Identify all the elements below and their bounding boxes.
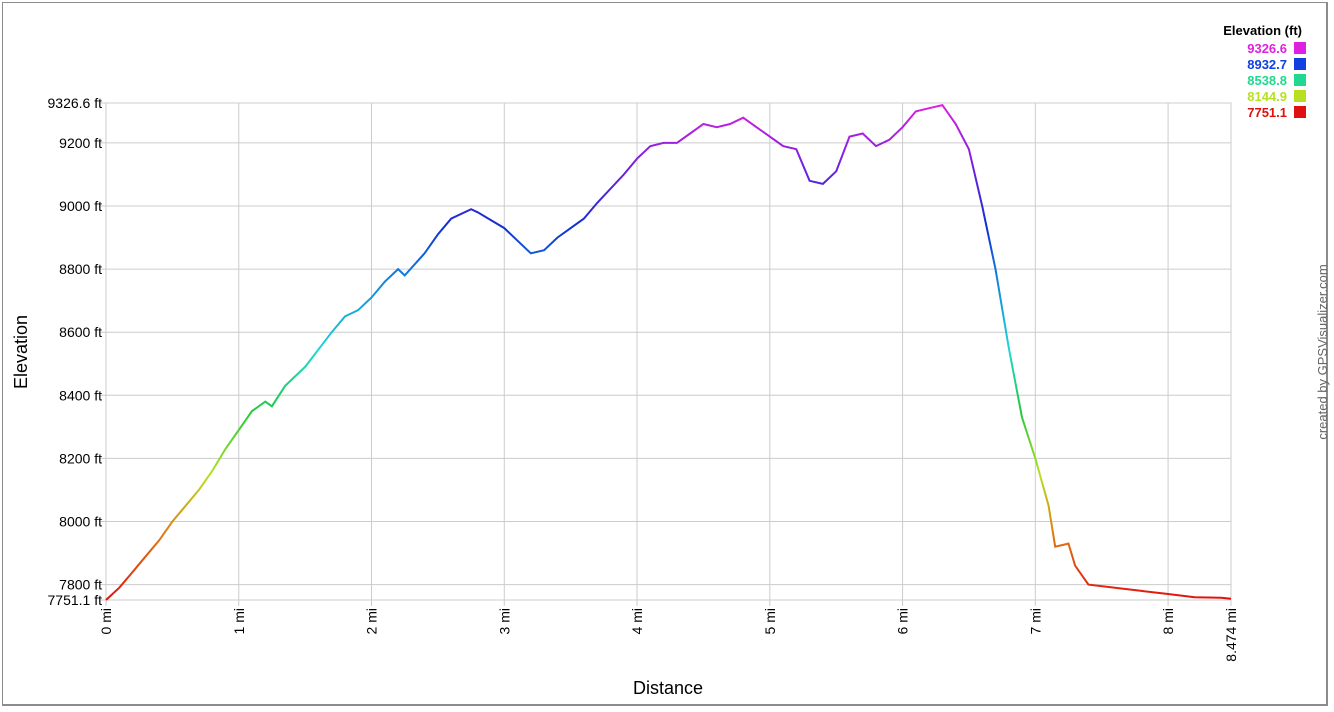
y-tick-label: 9000 ft (59, 198, 102, 214)
x-tick-label: 6 mi (895, 608, 911, 634)
x-tick-label: 2 mi (364, 608, 380, 634)
x-tick-label: 1 mi (231, 608, 247, 634)
legend-entry-label: 9326.6 (1247, 41, 1287, 56)
x-tick-label: 8.474 mi (1223, 608, 1239, 662)
x-tick-label: 3 mi (496, 608, 512, 634)
x-tick-label: 8 mi (1160, 608, 1176, 634)
x-tick-label: 4 mi (629, 608, 645, 634)
legend-swatch (1294, 42, 1306, 54)
legend-entry-label: 8932.7 (1247, 57, 1287, 72)
y-axis-title: Elevation (11, 315, 31, 389)
legend-entry-label: 8144.9 (1247, 89, 1287, 104)
credit-text: created by GPSVisualizer.com (1315, 264, 1330, 439)
legend-swatch (1294, 74, 1306, 86)
y-tick-label: 8600 ft (59, 324, 102, 340)
legend: Elevation (ft) 9326.68932.78538.88144.97… (1223, 23, 1306, 120)
legend-swatch (1294, 106, 1306, 118)
legend-swatch (1294, 90, 1306, 102)
legend-title: Elevation (ft) (1223, 23, 1302, 38)
grid (100, 102, 1232, 606)
y-tick-label: 8000 ft (59, 513, 102, 529)
y-tick-label: 9326.6 ft (48, 95, 103, 111)
legend-entry-label: 7751.1 (1247, 105, 1287, 120)
x-tick-label: 0 mi (98, 608, 114, 634)
y-axis: 9326.6 ft 9200 ft 9000 ft 8800 ft 8600 ft 840… (48, 95, 103, 608)
legend-entry-label: 8538.8 (1247, 73, 1287, 88)
x-tick-label: 7 mi (1027, 608, 1043, 634)
y-tick-label: 8200 ft (59, 450, 102, 466)
y-tick-label: 9200 ft (59, 135, 102, 151)
x-axis-title: Distance (633, 678, 703, 698)
y-tick-label: 8400 ft (59, 387, 102, 403)
legend-swatch (1294, 58, 1306, 70)
y-tick-label: 7800 ft (59, 577, 102, 593)
x-tick-label: 5 mi (762, 608, 778, 634)
y-tick-label: 7751.1 ft (48, 592, 103, 608)
plot-area (105, 102, 1232, 601)
elevation-line (105, 103, 1232, 601)
y-tick-label: 8800 ft (59, 261, 102, 277)
x-axis: 0 mi 1 mi 2 mi 3 mi 4 mi 5 mi 6 mi 7 mi 8 mi 8.47… (98, 608, 1239, 662)
